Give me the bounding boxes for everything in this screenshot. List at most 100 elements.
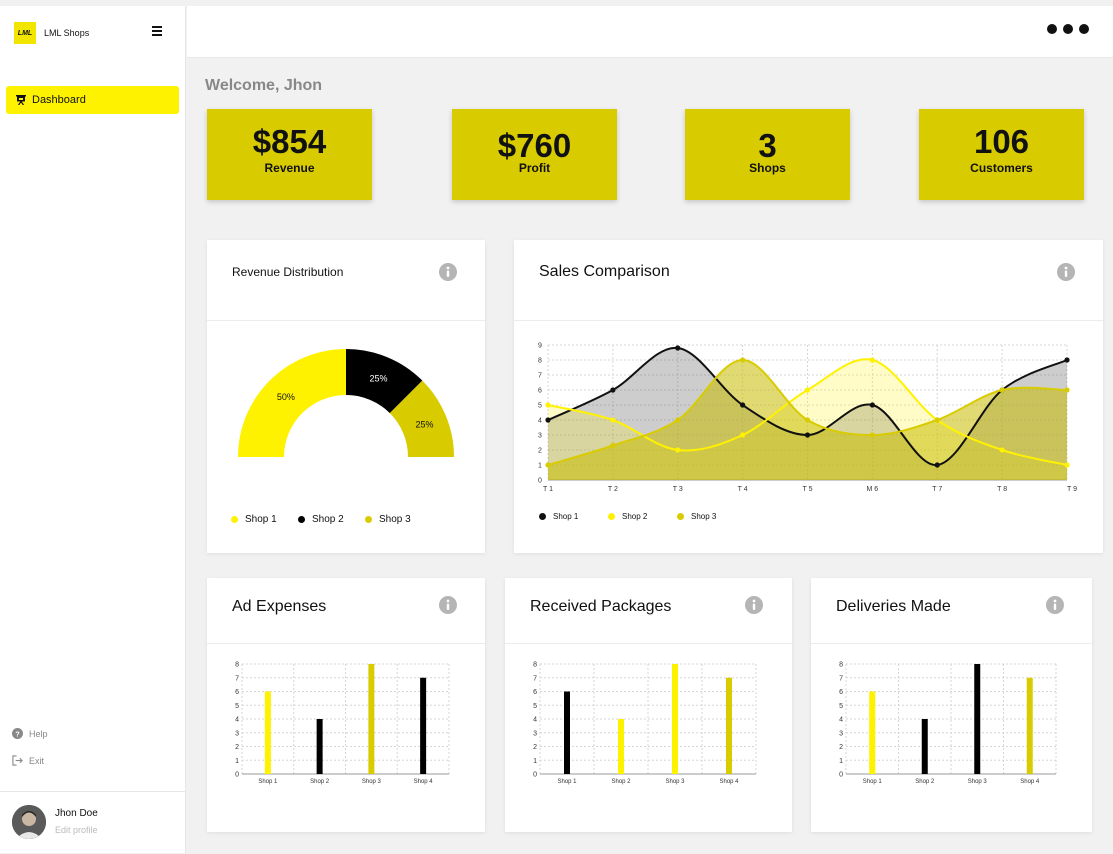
x-tick-label: T 3	[673, 486, 683, 493]
stat-value: 106	[973, 123, 1030, 160]
sales-comparison-card: Sales Comparison 0 1 2 3 4 5 6 7 8 9 T 1 T 2 T 3 T 4 T…	[514, 240, 1103, 553]
data-point	[804, 417, 811, 423]
y-tick-label: 3	[235, 730, 239, 737]
stat-card-shops: 3 Shops	[685, 109, 850, 200]
help-link[interactable]: ? Help	[12, 728, 48, 739]
exit-link[interactable]: Exit	[12, 755, 44, 766]
bar	[921, 719, 928, 774]
y-tick-label: 5	[538, 403, 542, 410]
bar	[316, 719, 323, 774]
data-point	[545, 402, 551, 408]
info-icon[interactable]	[1046, 596, 1064, 614]
y-tick-label: 3	[538, 433, 542, 440]
y-tick-label: 1	[839, 758, 843, 765]
x-tick-label: T 1	[543, 486, 553, 493]
sidebar-item-dashboard[interactable]: Dashboard	[6, 86, 179, 114]
info-icon[interactable]	[439, 596, 457, 614]
bar	[726, 677, 732, 774]
data-point	[675, 417, 681, 423]
legend-label: Shop 3	[691, 512, 717, 521]
x-tick-label: Shop 3	[665, 779, 685, 785]
avatar[interactable]	[12, 805, 46, 839]
legend-label: Shop 1	[245, 514, 277, 525]
bar	[672, 664, 678, 774]
data-point	[1064, 387, 1070, 393]
x-tick-label: Shop 1	[258, 779, 278, 785]
info-icon[interactable]	[439, 263, 457, 281]
deliveries-made-card: Deliveries Made 0 1 2 3 4 5 6 7 8 Shop 1 Shop 2 Sho…	[811, 578, 1092, 832]
y-tick-label: 9	[538, 343, 542, 350]
bar	[564, 691, 570, 774]
stat-card-profit: $760 Profit	[452, 109, 617, 200]
data-point	[545, 462, 551, 468]
donut-slice-label: 25%	[416, 419, 434, 429]
info-icon[interactable]	[1057, 263, 1075, 281]
y-tick-label: 4	[235, 717, 239, 724]
stat-label: Revenue	[264, 161, 315, 175]
x-tick-label: Shop 2	[915, 779, 935, 785]
x-tick-label: T 2	[608, 486, 618, 493]
card-title: Revenue Distribution	[232, 265, 344, 279]
y-tick-label: 3	[533, 730, 537, 737]
x-tick-label: Shop 3	[362, 779, 382, 785]
brand[interactable]: LML LML Shops	[14, 22, 89, 44]
y-tick-label: 0	[235, 772, 239, 779]
bar	[869, 691, 876, 774]
donut-slice	[389, 380, 454, 457]
card-title: Deliveries Made	[836, 598, 951, 615]
user-avatar-icon	[12, 805, 46, 839]
card-header: Deliveries Made	[811, 578, 1092, 644]
x-tick-label: Shop 2	[310, 779, 330, 785]
bar	[618, 719, 624, 774]
edit-profile-link[interactable]: Edit profile	[55, 825, 98, 835]
data-point	[740, 402, 746, 408]
x-tick-label: Shop 1	[557, 779, 577, 785]
exit-label: Exit	[29, 755, 45, 766]
data-point	[545, 417, 551, 423]
user-profile[interactable]: Jhon Doe Edit profile	[0, 791, 185, 854]
welcome-heading: Welcome, Jhon	[205, 77, 323, 94]
y-tick-label: 4	[839, 717, 843, 724]
user-name: Jhon Doe	[55, 808, 98, 819]
card-title: Sales Comparison	[539, 263, 670, 280]
card-header: Revenue Distribution	[207, 240, 485, 321]
data-point	[675, 345, 681, 351]
x-tick-label: T 8	[997, 486, 1007, 493]
stat-value: $760	[497, 127, 572, 164]
data-point	[934, 417, 940, 423]
topbar	[187, 6, 1113, 58]
sales-area-chart: 0 1 2 3 4 5 6 7 8 9 T 1 T 2 T 3 T 4 T 5 M 6 T 7 T 8 T 9	[538, 343, 1077, 494]
data-point	[869, 402, 875, 408]
svg-text:?: ?	[15, 729, 20, 738]
data-point	[610, 387, 616, 393]
y-tick-label: 8	[839, 662, 843, 669]
stat-value: 3	[758, 127, 777, 164]
legend-dot	[298, 516, 305, 523]
more-dots-icon[interactable]	[1041, 24, 1089, 34]
stat-label: Shops	[749, 161, 786, 175]
data-point	[675, 447, 681, 453]
data-point	[740, 432, 746, 438]
data-point	[804, 387, 811, 393]
y-tick-label: 7	[538, 373, 542, 380]
bar	[368, 664, 375, 774]
y-tick-label: 8	[235, 662, 239, 669]
hamburger-menu-icon[interactable]	[152, 26, 162, 38]
y-tick-label: 2	[839, 744, 843, 751]
legend-label: Shop 3	[379, 514, 411, 525]
x-tick-label: Shop 3	[968, 779, 988, 785]
received-packages-card: Received Packages 0 1 2 3 4 5 6 7 8 Shop 1 Shop 2 S…	[505, 578, 792, 832]
y-tick-label: 2	[533, 744, 537, 751]
x-tick-label: T 7	[932, 486, 942, 493]
info-icon[interactable]	[745, 596, 763, 614]
data-point	[999, 447, 1005, 453]
stat-label: Profit	[518, 161, 551, 175]
ad-expenses-bar-chart: 0 1 2 3 4 5 6 7 8 Shop 1 Shop 2 Shop 3 Shop 4	[235, 662, 450, 785]
legend-label: Shop 2	[622, 512, 648, 521]
y-tick-label: 6	[538, 388, 542, 395]
donut-slice-label: 25%	[370, 373, 388, 383]
data-point	[804, 432, 811, 438]
sidebar: LML LML Shops Dashboard ? Help Exit	[0, 6, 186, 853]
data-point	[869, 432, 875, 438]
y-tick-label: 1	[533, 758, 537, 765]
